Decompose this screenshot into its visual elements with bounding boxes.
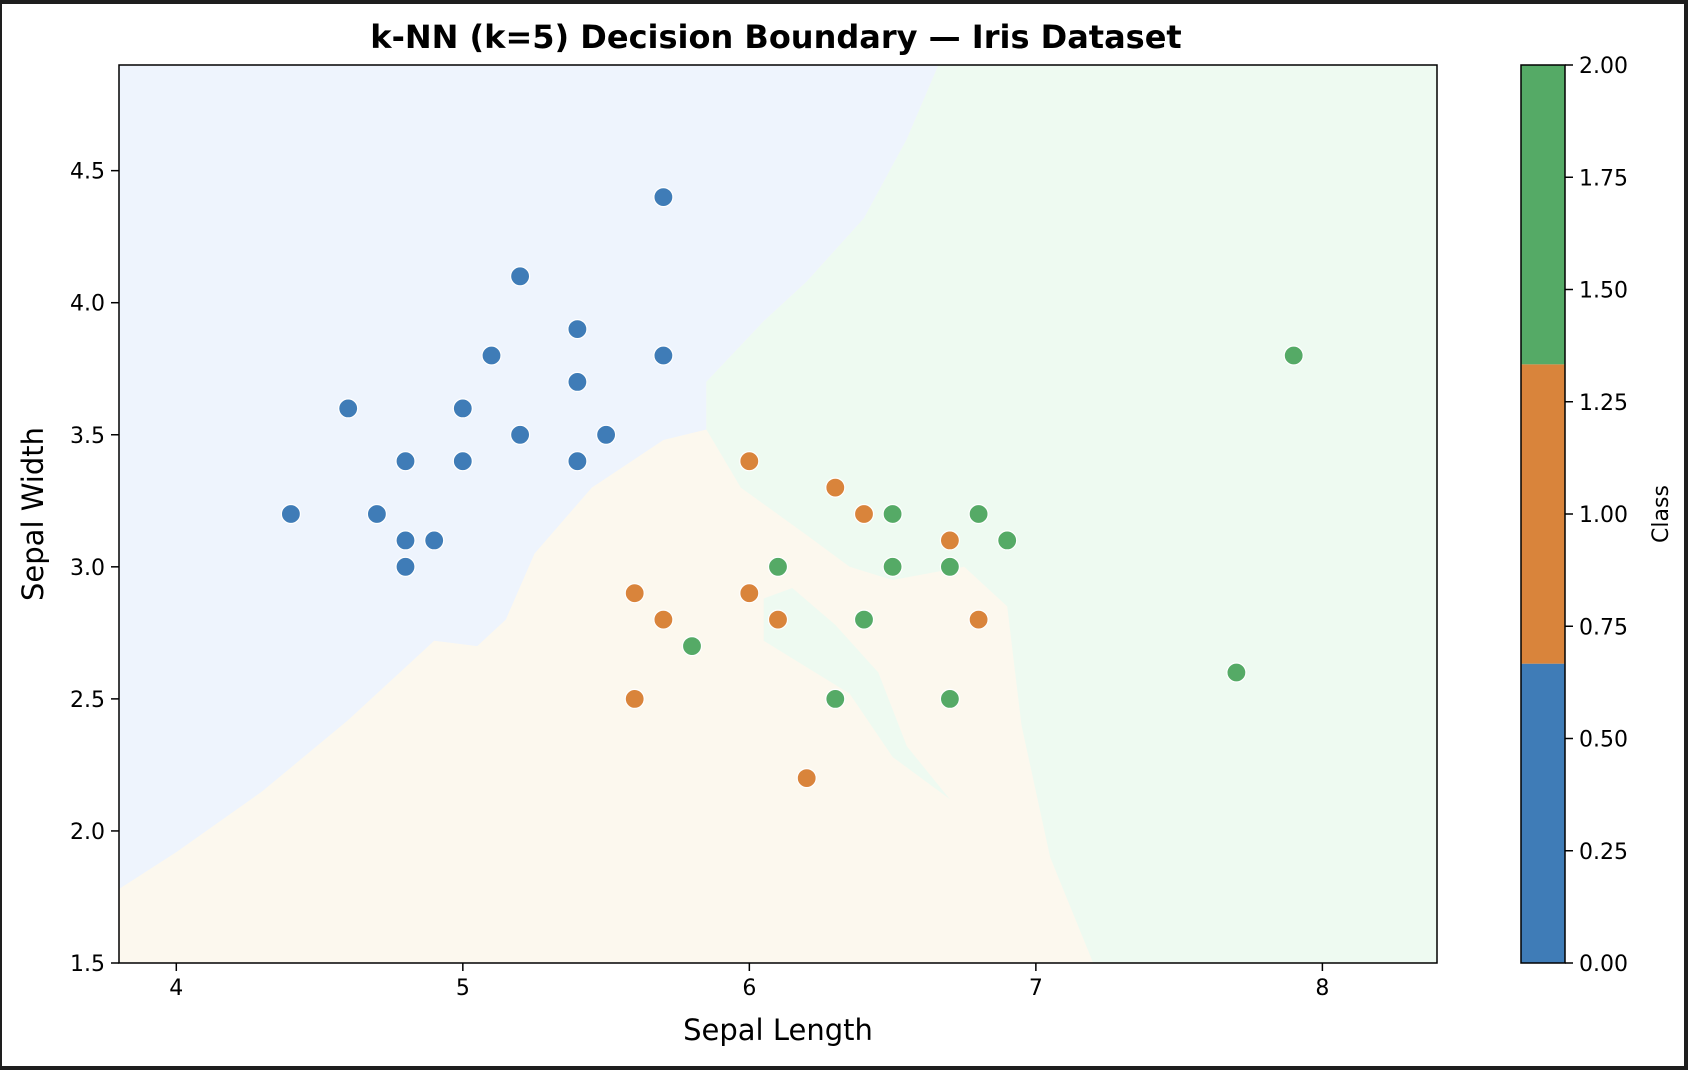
data-point-class2 [825,688,846,710]
data-point-class2 [882,556,903,577]
colorbar-segment-class2 [1521,65,1565,365]
knn-decision-boundary-chart: k-NN (k=5) Decision Boundary — Iris Data… [16,18,1674,1047]
x-tick-label: 4 [169,976,183,1001]
data-point-class1 [653,609,674,630]
colorbar-segment-class0 [1521,663,1565,963]
data-point-class0 [567,371,588,392]
colorbar-tick-label: 1.50 [1579,279,1628,304]
data-point-class0 [452,451,473,472]
data-point-class1 [853,503,875,525]
y-tick-label: 4.0 [70,292,105,317]
data-point-class1 [968,609,989,630]
data-point-class1 [624,688,645,710]
data-point-class0 [567,451,588,472]
data-point-class1 [624,583,645,604]
data-point-class2 [968,503,989,525]
y-tick-label: 1.5 [70,952,105,977]
data-point-class0 [338,398,359,419]
data-point-class2 [997,530,1018,551]
colorbar-tick-label: 0.75 [1579,615,1628,640]
data-point-class0 [595,424,617,445]
data-point-class1 [939,530,961,551]
chart-title: k-NN (k=5) Decision Boundary — Iris Data… [370,18,1181,56]
x-tick-label: 8 [1315,976,1329,1001]
decision-regions [119,65,1437,963]
data-point-class1 [796,767,817,789]
colorbar-tick-label: 0.00 [1579,952,1628,977]
data-point-class2 [939,556,961,577]
colorbar-tick-label: 0.25 [1579,840,1628,865]
x-tick-label: 7 [1029,976,1043,1001]
colorbar-tick-label: 1.00 [1579,503,1628,528]
y-tick-label: 2.5 [70,688,105,713]
data-point-class2 [681,635,703,657]
y-tick-label: 3.5 [70,424,105,449]
data-point-class0 [452,398,473,419]
y-tick-label: 2.0 [70,820,105,845]
region-class2-island [763,588,950,800]
data-point-class2 [939,688,961,710]
colorbar-tick-label: 1.25 [1579,391,1628,416]
y-axis-label: Sepal Width [16,427,50,601]
y-axis: 1.5 2.0 2.5 3.0 3.5 4.0 4.5 [70,160,119,977]
data-point-class1 [767,609,789,630]
data-point-class1 [825,477,846,498]
colorbar-tick-label: 0.50 [1579,728,1628,753]
data-point-class0 [424,530,445,551]
data-point-class2 [882,503,903,525]
plot-frame [118,64,1438,964]
x-axis: 4 5 6 7 8 [169,963,1329,1001]
region-class2 [706,65,1437,963]
x-tick-label: 5 [456,976,470,1001]
region-class0 [119,65,939,889]
data-points [280,187,1304,789]
data-point-class1 [739,583,760,604]
data-point-class0 [366,503,387,525]
data-point-class0 [509,266,531,287]
colorbar: 0.00 0.25 0.50 0.75 1.00 1.25 1.50 1.75 2.00 [1520,54,1628,977]
y-tick-label: 3.0 [70,556,105,581]
data-point-class1 [739,451,760,472]
data-point-class2 [1226,662,1247,683]
data-point-class0 [280,503,301,525]
data-point-class0 [395,451,416,472]
x-tick-label: 6 [742,976,756,1001]
data-point-class0 [481,345,502,366]
data-point-class0 [509,424,531,445]
data-point-class2 [1283,345,1304,366]
data-point-class2 [767,556,789,577]
data-point-class2 [853,609,875,630]
data-point-class0 [395,556,416,577]
colorbar-label: Class [1649,485,1674,543]
data-point-class0 [653,345,674,366]
colorbar-tick-label: 2.00 [1579,54,1628,79]
figure-canvas: k-NN (k=5) Decision Boundary — Iris Data… [2,4,1684,1066]
colorbar-tick-label: 1.75 [1579,166,1628,191]
colorbar-segment-class1 [1521,364,1565,664]
data-point-class0 [395,530,416,551]
y-tick-label: 4.5 [70,160,105,185]
x-axis-label: Sepal Length [683,1013,873,1047]
data-point-class0 [653,187,674,208]
data-point-class0 [567,319,588,340]
